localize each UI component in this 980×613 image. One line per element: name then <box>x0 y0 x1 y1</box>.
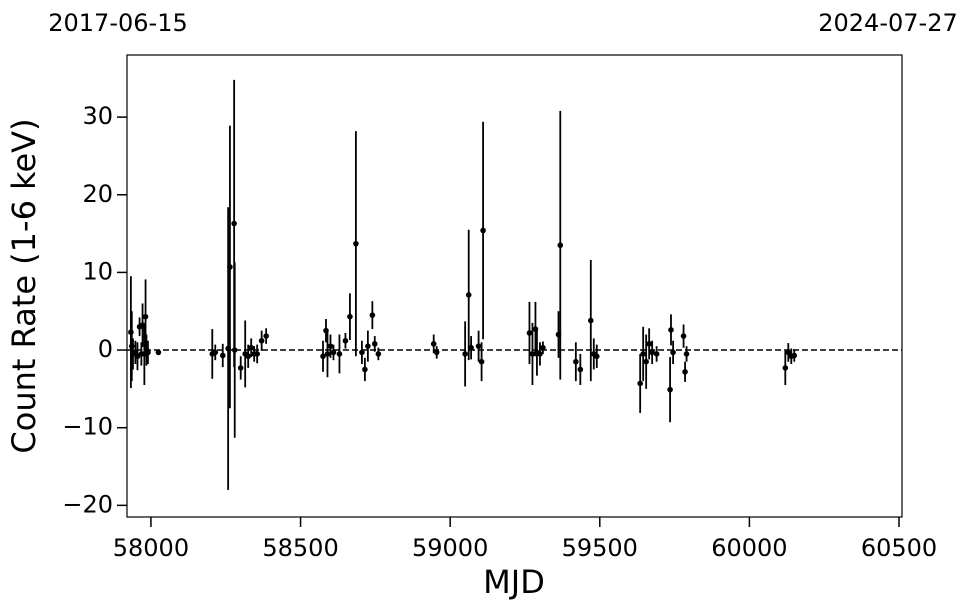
data-point <box>588 317 594 324</box>
data-point <box>227 264 233 270</box>
data-point <box>359 349 365 356</box>
data-point <box>330 349 337 356</box>
data-point <box>336 351 343 357</box>
data-point <box>577 366 584 373</box>
y-tick-label: 20 <box>82 180 113 208</box>
data-point <box>155 349 162 356</box>
data-point <box>462 351 468 357</box>
data-point <box>680 333 687 339</box>
data-point <box>640 351 646 357</box>
data-point <box>683 351 690 357</box>
y-tick-label: −20 <box>62 490 113 518</box>
data-point <box>362 366 368 373</box>
data-point <box>646 341 652 347</box>
data-point <box>593 353 600 360</box>
y-axis-label: Count Rate (1-6 keV) <box>5 118 43 453</box>
data-point <box>791 352 798 359</box>
x-tick-label: 59500 <box>562 534 638 562</box>
data-point <box>682 369 688 375</box>
data-point <box>480 227 486 234</box>
data-point <box>324 351 331 357</box>
data-point <box>649 349 655 356</box>
data-point <box>468 344 474 351</box>
data-point <box>433 349 440 356</box>
data-point <box>573 358 579 365</box>
data-point <box>557 242 564 249</box>
x-tick-label: 60000 <box>711 534 787 562</box>
top-right-date: 2024-07-27 <box>818 9 957 37</box>
data-point <box>212 349 219 356</box>
data-point <box>667 386 673 393</box>
data-point <box>231 347 238 353</box>
y-tick-label: −10 <box>62 413 113 441</box>
data-point <box>145 349 151 356</box>
data-point <box>231 220 237 227</box>
data-point <box>782 365 789 371</box>
data-point <box>245 353 251 360</box>
data-point <box>248 344 254 351</box>
data-point <box>526 330 533 336</box>
data-point <box>263 333 269 339</box>
data-point <box>320 353 326 360</box>
plot-frame <box>126 54 903 518</box>
data-point <box>785 349 792 356</box>
data-point <box>637 380 643 387</box>
y-tick-label: 10 <box>82 257 113 285</box>
data-point <box>529 351 536 357</box>
data-point <box>254 351 260 357</box>
x-tick-label: 58000 <box>113 534 189 562</box>
y-tick-label: 30 <box>82 102 113 130</box>
y-tick-label: 0 <box>98 335 113 363</box>
data-point <box>365 343 371 349</box>
data-point <box>643 358 649 365</box>
x-axis-label: MJD <box>483 563 545 601</box>
data-point <box>142 313 149 320</box>
data-point <box>237 365 244 371</box>
x-tick-label: 59000 <box>412 534 488 562</box>
data-point <box>258 337 265 344</box>
top-left-date: 2017-06-15 <box>48 9 187 37</box>
x-tick-label: 60500 <box>861 534 937 562</box>
data-point <box>430 341 437 347</box>
data-point <box>369 312 376 318</box>
data-point <box>219 352 226 359</box>
data-point <box>465 292 472 298</box>
data-point <box>668 327 674 333</box>
data-point <box>353 240 359 247</box>
data-point <box>375 351 382 357</box>
x-tick-label: 58500 <box>262 534 338 562</box>
data-point <box>347 313 353 320</box>
data-point <box>653 351 660 357</box>
data-point <box>371 341 378 347</box>
data-point <box>537 351 543 357</box>
data-point <box>342 337 349 344</box>
data-point <box>670 349 676 356</box>
data-point <box>478 358 485 365</box>
data-point <box>475 343 482 349</box>
data-point <box>327 343 334 349</box>
data-point <box>540 344 546 351</box>
